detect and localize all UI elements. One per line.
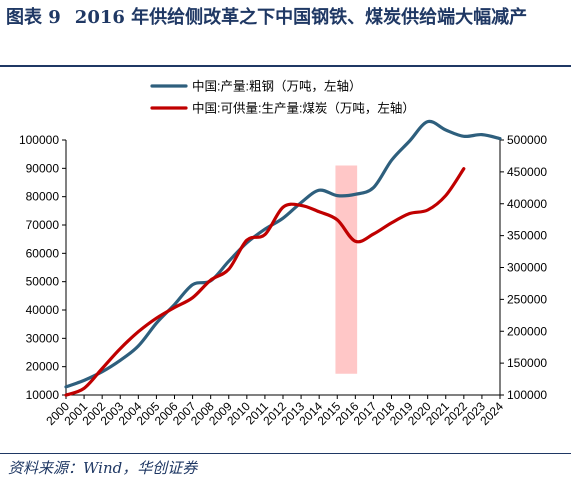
legend-label: 中国:可供量:生产量:煤炭（万吨，左轴） — [192, 101, 415, 116]
source-note: 资料来源：Wind，华创证券 — [8, 459, 198, 477]
right-tick-label: 300000 — [507, 261, 547, 275]
right-tick-label: 250000 — [507, 292, 547, 306]
series-line-steel — [64, 119, 502, 389]
right-tick-label: 200000 — [507, 324, 547, 338]
left-tick-label: 70000 — [26, 218, 60, 232]
left-tick-label: 10000 — [26, 388, 60, 402]
shaded-region-layer — [335, 165, 358, 374]
shaded-region — [335, 165, 358, 374]
right-tick-label: 500000 — [507, 133, 547, 147]
left-tick-label: 60000 — [26, 246, 60, 260]
left-tick-label: 30000 — [26, 331, 60, 345]
figure-title-text: 2016 年供给侧改革之下中国钢铁、煤炭供给端大幅减产 — [74, 7, 528, 28]
right-tick-label: 400000 — [507, 197, 547, 211]
left-tick-label: 50000 — [26, 275, 60, 289]
axes-layer: 10000 20000 30000 40000 50000 60000 70000 80000… — [19, 133, 547, 428]
right-tick-label: 450000 — [507, 165, 547, 179]
figure-title: 图表 9 2016 年供给侧改革之下中国钢铁、煤炭供给端大幅减产 — [6, 4, 566, 32]
series-layer — [64, 119, 502, 397]
chart: 10000 20000 30000 40000 50000 60000 70000 80000… — [19, 79, 547, 429]
legend: 中国:产量:粗钢（万吨，左轴） 中国:可供量:生产量:煤炭（万吨，左轴） — [150, 79, 415, 116]
left-tick-label: 20000 — [26, 360, 60, 374]
right-tick-label: 350000 — [507, 229, 547, 243]
legend-label: 中国:产量:粗钢（万吨，左轴） — [192, 79, 361, 94]
left-tick-label: 90000 — [26, 161, 60, 175]
source-rule — [0, 453, 571, 454]
right-tick-label: 150000 — [507, 356, 547, 370]
left-tick-label: 100000 — [19, 133, 59, 147]
right-tick-label: 100000 — [507, 388, 547, 402]
title-rule — [0, 65, 571, 67]
figure-label: 图表 9 — [6, 7, 61, 28]
left-tick-label: 80000 — [26, 190, 60, 204]
series-line-coal — [64, 167, 466, 397]
left-tick-label: 40000 — [26, 303, 60, 317]
